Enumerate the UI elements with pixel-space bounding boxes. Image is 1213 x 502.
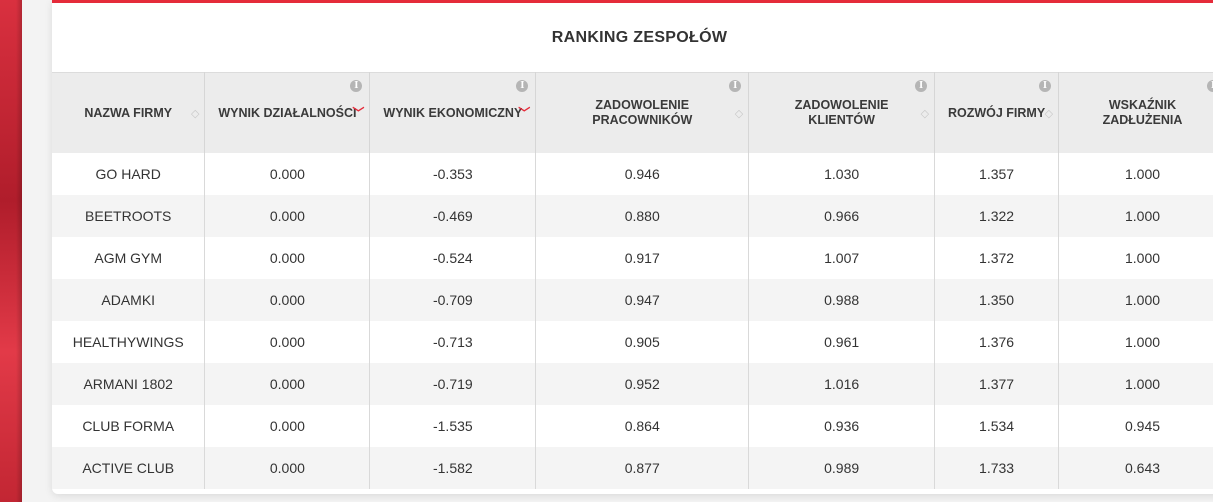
header-label: WSKAŹNIK ZADŁUŻENIA: [1102, 98, 1183, 127]
cell-zadowolenie-pracownikow: 0.952: [535, 363, 750, 405]
cell-wynik-dzialalnosci: 0.000: [204, 279, 371, 321]
cell-wynik-ekonomiczny: -1.535: [369, 405, 537, 447]
cell-wynik-ekonomiczny: -1.582: [369, 447, 537, 489]
header-wskaznik-zadluzenia[interactable]: i WSKAŹNIK ZADŁUŻENIA: [1058, 72, 1213, 153]
cell-zadowolenie-klientow: 0.966: [748, 195, 936, 237]
sort-desc-icon[interactable]: ﹀: [518, 106, 531, 120]
cell-zadowolenie-klientow: 0.961: [748, 321, 936, 363]
page-title: RANKING ZESPOŁÓW: [551, 29, 728, 46]
cell-wskaznik-zadluzenia: 1.000: [1058, 363, 1213, 405]
cell-company-name: BEETROOTS: [52, 195, 206, 237]
cell-rozwoj-firmy: 1.357: [934, 153, 1060, 195]
cell-zadowolenie-pracownikow: 0.905: [535, 321, 750, 363]
info-icon[interactable]: i: [1207, 80, 1213, 92]
cell-zadowolenie-klientow: 1.030: [748, 153, 936, 195]
header-label: ROZWÓJ FIRMY: [947, 105, 1046, 120]
cell-company-name: ACTIVE CLUB: [52, 447, 206, 489]
cell-wynik-ekonomiczny: -0.524: [369, 237, 537, 279]
background-red-panel: [0, 0, 22, 502]
cell-wynik-dzialalnosci: 0.000: [204, 195, 371, 237]
cell-rozwoj-firmy: 1.376: [934, 321, 1060, 363]
info-icon[interactable]: i: [915, 80, 928, 92]
cell-wskaznik-zadluzenia: 1.000: [1058, 237, 1213, 279]
cell-zadowolenie-klientow: 0.988: [748, 279, 936, 321]
cell-zadowolenie-pracownikow: 0.877: [535, 447, 750, 489]
sort-desc-icon[interactable]: ﹀: [352, 106, 365, 120]
cell-wskaznik-zadluzenia: 1.000: [1058, 279, 1213, 321]
cell-wskaznik-zadluzenia: 1.000: [1058, 321, 1213, 363]
cell-wynik-dzialalnosci: 0.000: [204, 153, 371, 195]
info-icon[interactable]: i: [1039, 80, 1052, 92]
sort-neutral-icon[interactable]: ◇: [734, 108, 744, 120]
cell-zadowolenie-klientow: 0.989: [748, 447, 936, 489]
cell-wynik-dzialalnosci: 0.000: [204, 321, 371, 363]
cell-wynik-ekonomiczny: -0.719: [369, 363, 537, 405]
cell-rozwoj-firmy: 1.733: [934, 447, 1060, 489]
info-icon[interactable]: i: [350, 80, 363, 92]
cell-wskaznik-zadluzenia: 1.000: [1058, 195, 1213, 237]
table-row[interactable]: GO HARD 0.000 -0.353 0.946 1.030 1.357 1.000: [52, 153, 1213, 195]
table-row[interactable]: AGM GYM 0.000 -0.524 0.917 1.007 1.372 1.000: [52, 237, 1213, 279]
cell-rozwoj-firmy: 1.377: [934, 363, 1060, 405]
header-label: ZADOWOLENIE KLIENTÓW: [794, 98, 889, 127]
cell-rozwoj-firmy: 1.372: [934, 237, 1060, 279]
cell-company-name: CLUB FORMA: [52, 405, 206, 447]
table-row[interactable]: ACTIVE CLUB 0.000 -1.582 0.877 0.989 1.733 0.6…: [52, 447, 1213, 489]
table-row[interactable]: BEETROOTS 0.000 -0.469 0.880 0.966 1.322 1.000: [52, 195, 1213, 237]
header-label: ZADOWOLENIE PRACOWNIKÓW: [592, 98, 693, 127]
cell-wynik-ekonomiczny: -0.469: [369, 195, 537, 237]
header-label: WYNIK DZIAŁALNOŚCI: [218, 105, 357, 120]
cell-company-name: GO HARD: [52, 153, 206, 195]
table-row[interactable]: ARMANI 1802 0.000 -0.719 0.952 1.016 1.377 1.0…: [52, 363, 1213, 405]
cell-zadowolenie-klientow: 1.007: [748, 237, 936, 279]
cell-wynik-ekonomiczny: -0.709: [369, 279, 537, 321]
cell-zadowolenie-pracownikow: 0.864: [535, 405, 750, 447]
sort-neutral-icon[interactable]: ◇: [1044, 108, 1054, 120]
sort-neutral-icon[interactable]: ◇: [920, 108, 930, 120]
cell-wynik-dzialalnosci: 0.000: [204, 447, 371, 489]
header-rozwoj-firmy[interactable]: i ROZWÓJ FIRMY ◇: [934, 72, 1060, 153]
header-wynik-dzialalnosci[interactable]: i WYNIK DZIAŁALNOŚCI ﹀: [204, 72, 371, 153]
header-wynik-ekonomiczny[interactable]: i WYNIK EKONOMICZNY ﹀: [369, 72, 537, 153]
table-header-row: NAZWA FIRMY ◇ i WYNIK DZIAŁALNOŚCI ﹀ i W…: [52, 72, 1213, 153]
cell-company-name: ADAMKI: [52, 279, 206, 321]
table-row[interactable]: CLUB FORMA 0.000 -1.535 0.864 0.936 1.534 0.94…: [52, 405, 1213, 447]
cell-company-name: ARMANI 1802: [52, 363, 206, 405]
cell-wskaznik-zadluzenia: 1.000: [1058, 153, 1213, 195]
ranking-card: RANKING ZESPOŁÓW NAZWA FIRMY ◇ i WYNIK D…: [52, 0, 1213, 494]
cell-zadowolenie-klientow: 1.016: [748, 363, 936, 405]
sort-neutral-icon[interactable]: ◇: [190, 108, 200, 120]
cell-zadowolenie-pracownikow: 0.947: [535, 279, 750, 321]
header-label: NAZWA FIRMY: [84, 105, 173, 120]
cell-wskaznik-zadluzenia: 0.643: [1058, 447, 1213, 489]
ranking-table: NAZWA FIRMY ◇ i WYNIK DZIAŁALNOŚCI ﹀ i W…: [52, 72, 1213, 489]
cell-zadowolenie-pracownikow: 0.917: [535, 237, 750, 279]
table-row[interactable]: HEALTHYWINGS 0.000 -0.713 0.905 0.961 1.376 1.…: [52, 321, 1213, 363]
cell-rozwoj-firmy: 1.534: [934, 405, 1060, 447]
cell-company-name: AGM GYM: [52, 237, 206, 279]
cell-company-name: HEALTHYWINGS: [52, 321, 206, 363]
cell-wynik-dzialalnosci: 0.000: [204, 237, 371, 279]
header-nazwa-firmy[interactable]: NAZWA FIRMY ◇: [52, 72, 206, 153]
cell-wskaznik-zadluzenia: 0.945: [1058, 405, 1213, 447]
info-icon[interactable]: i: [729, 80, 742, 92]
table-row[interactable]: ADAMKI 0.000 -0.709 0.947 0.988 1.350 1.000: [52, 279, 1213, 321]
cell-rozwoj-firmy: 1.322: [934, 195, 1060, 237]
header-zadowolenie-klientow[interactable]: i ZADOWOLENIE KLIENTÓW ◇: [748, 72, 936, 153]
info-icon[interactable]: i: [516, 80, 529, 92]
cell-wynik-dzialalnosci: 0.000: [204, 363, 371, 405]
table-body: GO HARD 0.000 -0.353 0.946 1.030 1.357 1.000 BE…: [52, 153, 1213, 489]
header-zadowolenie-pracownikow[interactable]: i ZADOWOLENIE PRACOWNIKÓW ◇: [535, 72, 750, 153]
cell-rozwoj-firmy: 1.350: [934, 279, 1060, 321]
cell-wynik-ekonomiczny: -0.353: [369, 153, 537, 195]
header-label: WYNIK EKONOMICZNY: [383, 105, 523, 120]
cell-zadowolenie-klientow: 0.936: [748, 405, 936, 447]
cell-wynik-dzialalnosci: 0.000: [204, 405, 371, 447]
cell-zadowolenie-pracownikow: 0.880: [535, 195, 750, 237]
cell-zadowolenie-pracownikow: 0.946: [535, 153, 750, 195]
cell-wynik-ekonomiczny: -0.713: [369, 321, 537, 363]
